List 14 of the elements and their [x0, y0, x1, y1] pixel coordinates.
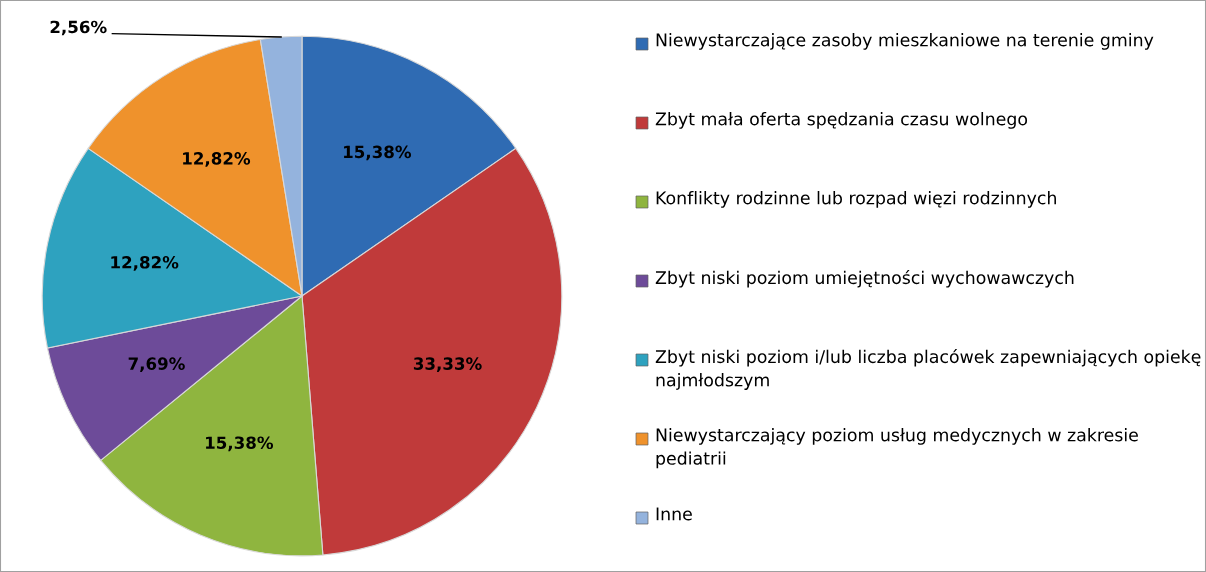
- data-label: 2,56%: [50, 20, 107, 36]
- legend-label: Konflikty rodzinne lub rozpad więzi rodzinnych: [656, 191, 1056, 208]
- legend-label: Niewystarczający poziom usług medycznych w zakresie pediatrii: [656, 428, 1138, 469]
- legend-label: Zbyt niski poziom umiejętności wychowawczych: [655, 270, 1074, 288]
- legend-label: Zbyt niski poziom i/lub liczba placówek zapewniających opiekę najmłodszym: [655, 349, 1201, 390]
- legend-label: Inne: [656, 507, 692, 521]
- legend-label: Niewystarczające zasoby mieszkaniowe na terenie gminy: [656, 33, 1154, 50]
- data-label: 12,82%: [183, 152, 251, 167]
- data-label: 33,33%: [413, 357, 482, 373]
- data-label: 15,38%: [206, 436, 274, 452]
- legend-label: Zbyt mała oferta spędzania czasu wolnego: [655, 112, 1028, 129]
- data-label: 12,82%: [111, 256, 179, 271]
- data-label: 7,69%: [128, 357, 185, 373]
- data-label: 15,38%: [344, 145, 412, 161]
